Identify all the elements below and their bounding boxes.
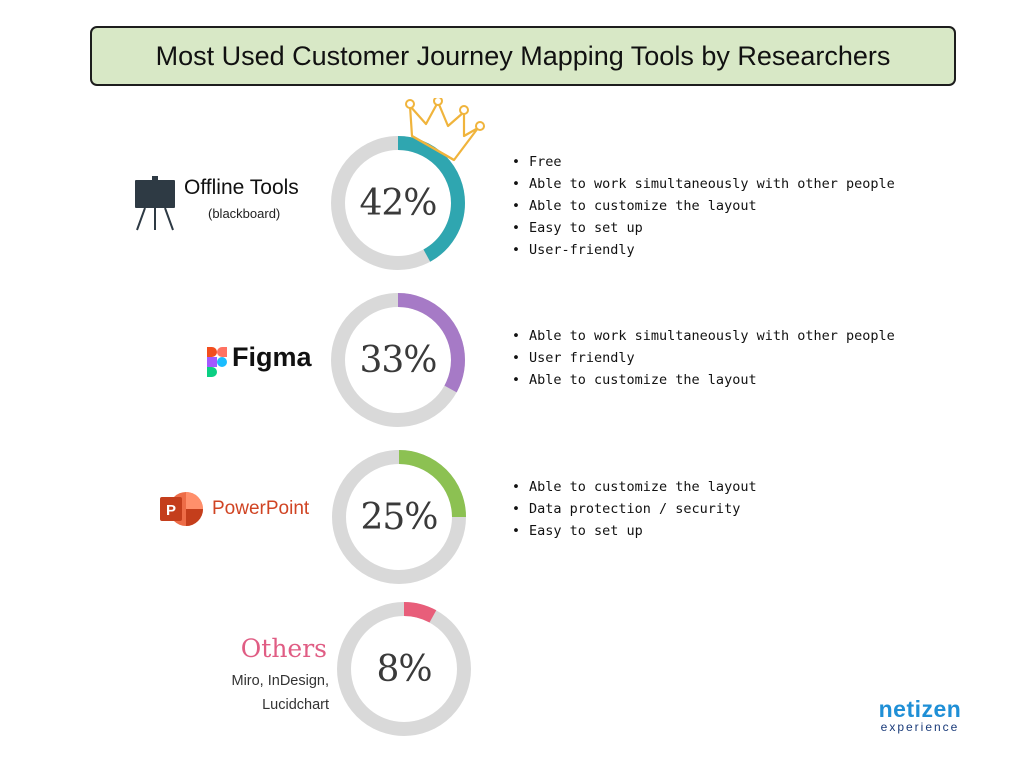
- others-examples-text: Miro, InDesign, Lucidchart: [231, 673, 329, 713]
- bullet-list-figma: Able to work simultaneously with other p…: [512, 325, 895, 391]
- logo-line2: experience: [880, 720, 960, 734]
- donut-svg: [331, 136, 465, 270]
- donut-offline-tools: 42%: [328, 133, 468, 273]
- bullet-item: Able to work simultaneously with other p…: [512, 173, 895, 195]
- bullet-item: User friendly: [512, 347, 895, 369]
- donut-value-label: 25%: [360, 496, 438, 538]
- donut-svg: [337, 602, 471, 736]
- tool-sublabel-offline-tools: (blackboard): [208, 206, 281, 221]
- donut-segment-figma: [331, 293, 465, 427]
- figma-logo-icon: [207, 347, 227, 377]
- bullet-item: Data protection / security: [512, 498, 757, 520]
- tool-sublabel-others: Miro, InDesign, Lucidchart: [199, 669, 329, 717]
- donut-value-label: 33%: [359, 339, 437, 381]
- tool-label-others: Others: [240, 634, 327, 663]
- tool-label-offline-tools: Offline Tools: [184, 176, 299, 199]
- donut-segment-offline-tools: [331, 136, 465, 270]
- chart-title: Most Used Customer Journey Mapping Tools…: [155, 40, 891, 71]
- bullet-item: Able to customize the layout: [512, 369, 895, 391]
- donut-value-label: 42%: [359, 182, 437, 224]
- blackboard-easel-icon: [135, 176, 175, 231]
- netizen-experience-logo: netizen experience: [872, 696, 968, 735]
- tool-label-powerpoint: PowerPoint: [212, 498, 310, 519]
- bullet-item: Able to customize the layout: [512, 195, 895, 217]
- donut-value-label: 8%: [376, 648, 432, 690]
- powerpoint-logo-icon: P: [160, 492, 203, 526]
- donut-segment-powerpoint: [332, 450, 466, 584]
- bullet-item: Free: [512, 151, 895, 173]
- crown-icon: [405, 98, 485, 162]
- bullet-item: User-friendly: [512, 239, 895, 261]
- donut-segment-others: [337, 602, 471, 736]
- logo-line1: netizen: [878, 696, 962, 722]
- bullet-item: Able to customize the layout: [512, 476, 757, 498]
- donut-powerpoint: 25%: [329, 447, 469, 587]
- bullet-item: Easy to set up: [512, 520, 757, 542]
- bullet-item: Able to work simultaneously with other p…: [512, 325, 895, 347]
- donut-others: 8%: [334, 599, 474, 739]
- donut-figma: 33%: [328, 290, 468, 430]
- bullet-list-offline-tools: FreeAble to work simultaneously with oth…: [512, 151, 895, 261]
- donut-svg: [332, 450, 466, 584]
- chart-title-box: Most Used Customer Journey Mapping Tools…: [90, 26, 956, 86]
- donut-svg: [331, 293, 465, 427]
- bullet-item: Easy to set up: [512, 217, 895, 239]
- bullet-list-powerpoint: Able to customize the layoutData protect…: [512, 476, 757, 542]
- tool-label-figma: Figma: [232, 342, 312, 372]
- svg-text:P: P: [166, 502, 176, 519]
